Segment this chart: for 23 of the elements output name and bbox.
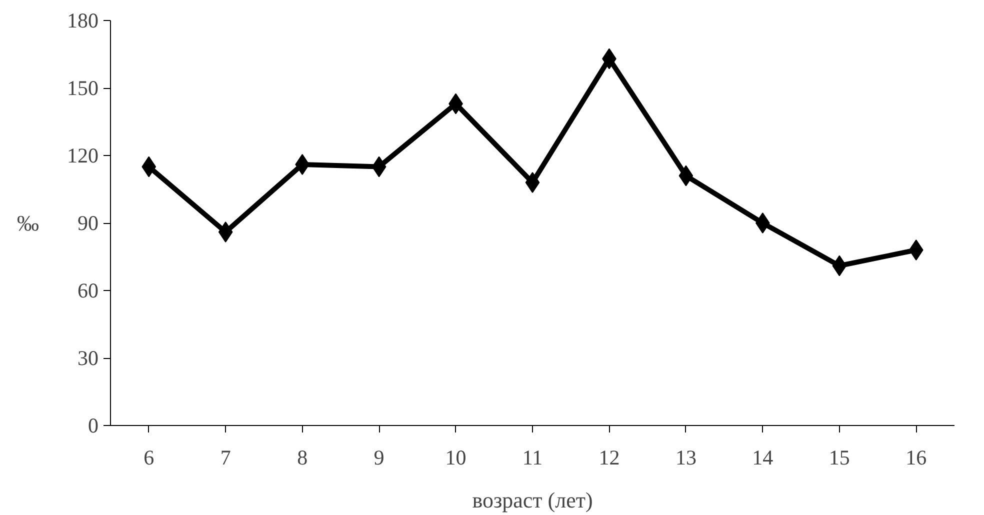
y-tick-label: 0 — [88, 414, 98, 438]
x-tick-label: 8 — [297, 446, 308, 470]
point — [525, 172, 540, 193]
x-tick-label: 9 — [374, 446, 384, 470]
y-tick-label: 60 — [78, 278, 98, 302]
y-tick-label: 30 — [78, 346, 98, 370]
y-axis-title: ‰ — [17, 210, 39, 236]
y-tick-label: 150 — [67, 76, 98, 100]
x-tick-label: 13 — [675, 446, 696, 470]
x-tick-label: 7 — [220, 446, 231, 470]
x-tick-label: 14 — [752, 446, 774, 470]
x-tick-label: 6 — [144, 446, 154, 470]
point — [218, 222, 233, 242]
x-tick-label: 15 — [828, 446, 850, 470]
y-tick-label: 90 — [78, 211, 98, 235]
x-tick-label: 11 — [522, 446, 543, 470]
y-tick-label: 180 — [67, 8, 98, 32]
x-tick-label: 16 — [906, 446, 927, 470]
x-tick-label: 10 — [445, 446, 466, 470]
y-tick-label: 120 — [67, 144, 98, 168]
x-axis-title: возраст (лет) — [472, 488, 593, 512]
x-tick-label: 12 — [598, 446, 620, 470]
point — [908, 240, 924, 260]
